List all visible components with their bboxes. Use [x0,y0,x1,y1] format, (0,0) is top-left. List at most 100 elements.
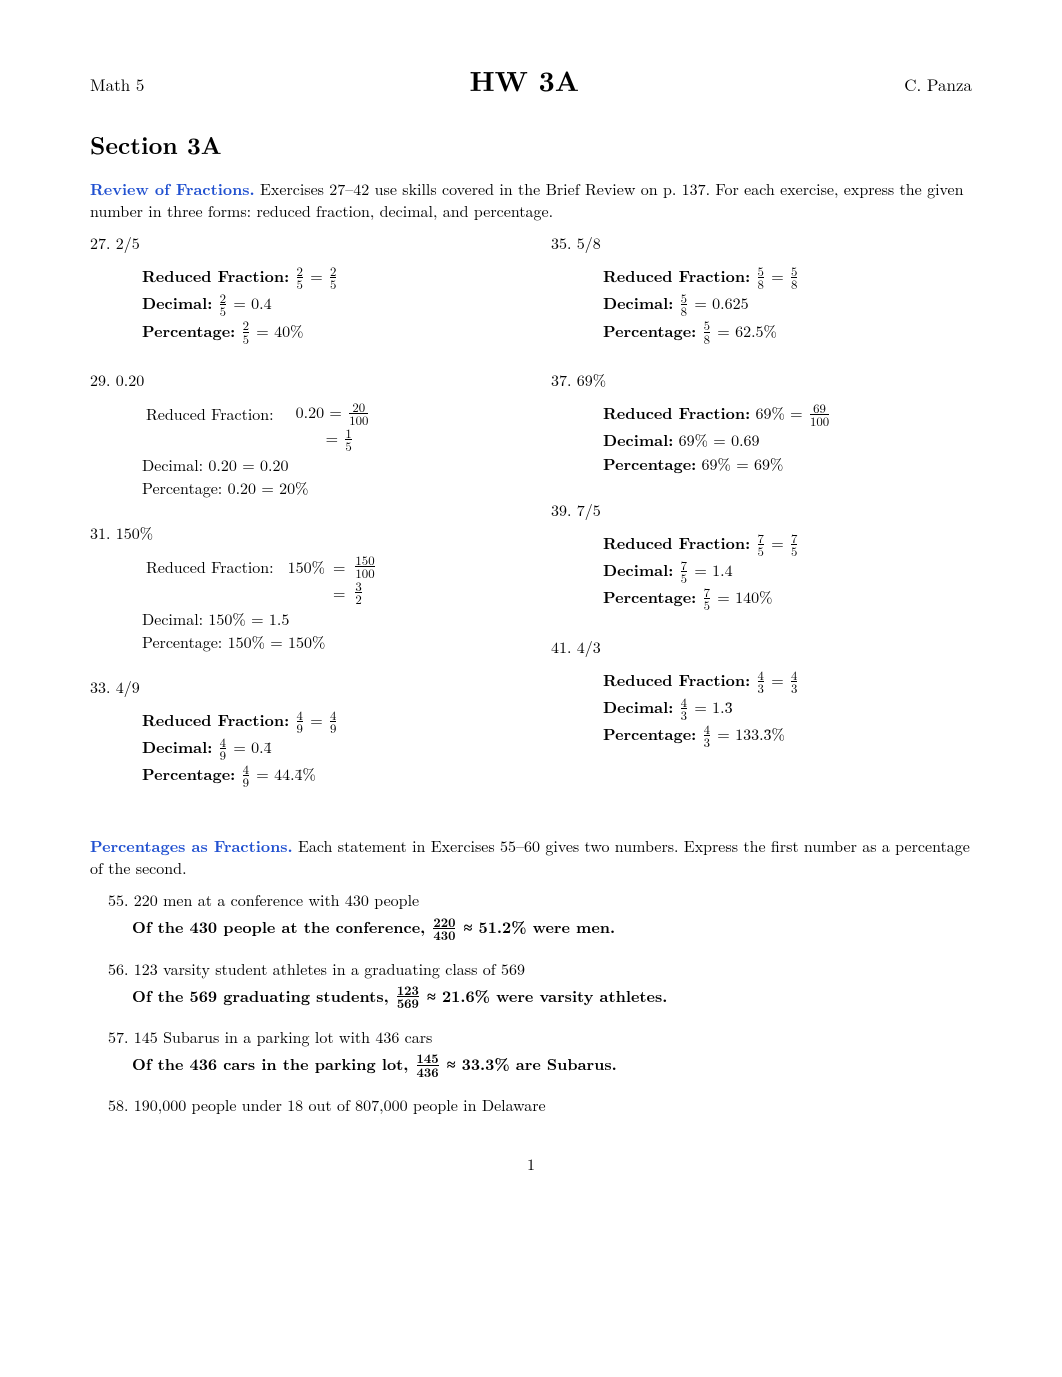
p31-pct-val: 150% = 150% [222,630,325,653]
problem-39-answer: Reduced Fraction: 75 = 75 Decimal: 75 = … [603,531,972,613]
p33-pct-frac: 49 [243,763,249,788]
p41-dec-label: Decimal: [603,695,673,718]
p35-pct-label: Percentage: [603,319,696,342]
p31-dec-val: 150% = 1.5 [203,607,289,630]
p33-dec-val: = 0.4̄ [228,735,272,758]
exercise-56: 56. 123 varsity student athletes in a gr… [108,957,972,1011]
p33-rf-lhs: 49 [297,709,303,734]
p27-rf-rhs: 25 [330,265,336,290]
problem-35: 35. 5/8 Reduced Fraction: 58 = 58 Decima… [551,231,972,346]
p37-rf-frac: 69100 [810,402,829,427]
p29-dec-val: 0.20 = 0.20 [203,453,288,476]
p31-rf-f2: 32 [355,580,361,605]
ex57-num: 57. [108,1025,128,1048]
p29-rf-lhs: 0.20 = [296,400,348,423]
p29-rf-f2: 15 [345,427,351,452]
p33-pct-label: Percentage: [142,762,235,785]
exercise-58: 58. 190,000 people under 18 out of 807,0… [108,1093,972,1116]
problem-31-q: 150% [116,521,153,544]
ex55-num: 55. [108,888,128,911]
p27-rf-label: Reduced Fraction: [142,264,289,287]
p27-pct-label: Percentage: [142,319,235,342]
right-column: 35. 5/8 Reduced Fraction: 58 = 58 Decima… [551,231,972,811]
problem-29-answer: Reduced Fraction: 0.20 = 20100 = 15 Deci… [142,401,511,499]
p39-rf-lhs: 75 [758,532,764,557]
percentages-heading: Percentages as Fractions. [90,834,293,857]
author-name: C. Panza [904,72,972,96]
ex56-q: 123 varsity student athletes in a gradua… [128,957,525,980]
p37-dec-label: Decimal: [603,428,673,451]
p27-dec-val: = 0.4 [228,291,272,314]
problem-31-num: 31. [90,521,110,544]
problem-33-num: 33. [90,675,110,698]
ex55-answer: Of the 430 people at the conference, 220… [132,915,972,942]
p33-rf-rhs: 49 [330,709,336,734]
problem-41: 41. 4/3 Reduced Fraction: 43 = 43 Decima… [551,635,972,750]
p27-dec-label: Decimal: [142,291,212,314]
p37-rf-label: Reduced Fraction: [603,401,750,424]
p31-pct-label: Percentage: [142,630,222,653]
p35-dec-label: Decimal: [603,291,673,314]
problem-27-q: 2/5 [116,231,140,254]
p35-pct-frac: 58 [704,319,710,344]
p35-dec-frac: 58 [681,292,687,317]
problem-31-answer: Reduced Fraction: 150% = 150100 = 32 Dec… [142,554,511,652]
p33-dec-label: Decimal: [142,735,212,758]
p29-pct-label: Percentage: [142,476,222,499]
p27-dec-frac: 25 [220,292,226,317]
page-header: Math 5 HW 3A C. Panza [90,60,972,100]
ex56-frac: 123569 [397,984,419,1009]
problem-33-answer: Reduced Fraction: 49 = 49 Decimal: 49 = … [142,708,511,790]
p41-pct-frac: 43 [704,723,710,748]
problem-27: 27. 2/5 Reduced Fraction: 25 = 25 Decima… [90,231,511,346]
problem-39: 39. 7/5 Reduced Fraction: 75 = 75 Decima… [551,498,972,613]
p35-rf-lhs: 58 [758,265,764,290]
p29-dec-label: Decimal: [142,453,203,476]
p41-pct-val: = 133.3̄% [712,722,785,745]
exercise-55: 55. 220 men at a conference with 430 peo… [108,888,972,942]
p27-pct-val: = 40% [251,319,303,342]
p41-pct-label: Percentage: [603,722,696,745]
problem-41-answer: Reduced Fraction: 43 = 43 Decimal: 43 = … [603,668,972,750]
ex57-frac: 145436 [417,1052,439,1077]
ex57-q: 145 Subarus in a parking lot with 436 ca… [128,1025,432,1048]
problem-31: 31. 150% Reduced Fraction: 150% = 150100… [90,521,511,652]
problem-33: 33. 4/9 Reduced Fraction: 49 = 49 Decima… [90,675,511,790]
p39-dec-label: Decimal: [603,558,673,581]
problem-29-num: 29. [90,368,110,391]
problem-41-num: 41. [551,635,571,658]
p39-pct-val: = 140% [712,585,772,608]
percentages-intro: Percentages as Fractions. Each statement… [90,835,972,878]
p27-pct-frac: 25 [243,319,249,344]
p37-pct-val: 69% = 69% [696,452,783,475]
ex58-q: 190,000 people under 18 out of 807,000 p… [128,1093,545,1116]
p41-rf-rhs: 43 [791,669,797,694]
p27-rf-lhs: 25 [297,265,303,290]
exercise-list: 55. 220 men at a conference with 430 peo… [90,888,972,1115]
problem-37-q: 69% [577,368,606,391]
course-name: Math 5 [90,72,144,96]
p31-rf-lhs: 150% [288,555,325,578]
p31-rf-label: Reduced Fraction: [146,555,274,578]
p39-dec-frac: 75 [681,559,687,584]
ex56-answer: Of the 569 graduating students, 123569 ≈… [132,984,972,1011]
p35-rf-label: Reduced Fraction: [603,264,750,287]
ex55-frac: 220430 [433,916,455,941]
exercise-57: 57. 145 Subarus in a parking lot with 43… [108,1025,972,1079]
p31-rf-f1: 150100 [355,554,374,579]
left-column: 27. 2/5 Reduced Fraction: 25 = 25 Decima… [90,231,511,811]
problem-37-num: 37. [551,368,571,391]
p37-pct-label: Percentage: [603,452,696,475]
p33-pct-val: = 44.4̄% [251,762,316,785]
problem-39-q: 7/5 [577,498,601,521]
p41-dec-frac: 43 [681,696,687,721]
p37-dec-val: 69% = 0.69 [673,428,759,451]
p41-dec-val: = 1.3̄ [689,695,733,718]
p33-dec-frac: 49 [220,736,226,761]
p37-rf-lhs: 69% = [750,401,808,424]
problem-29-q: 0.20 [116,368,144,391]
section-title: Section 3A [90,128,972,162]
ex55-q: 220 men at a conference with 430 people [128,888,419,911]
ex57-answer: Of the 436 cars in the parking lot, 1454… [132,1052,972,1079]
problem-37: 37. 69% Reduced Fraction: 69% = 69100 De… [551,368,972,476]
